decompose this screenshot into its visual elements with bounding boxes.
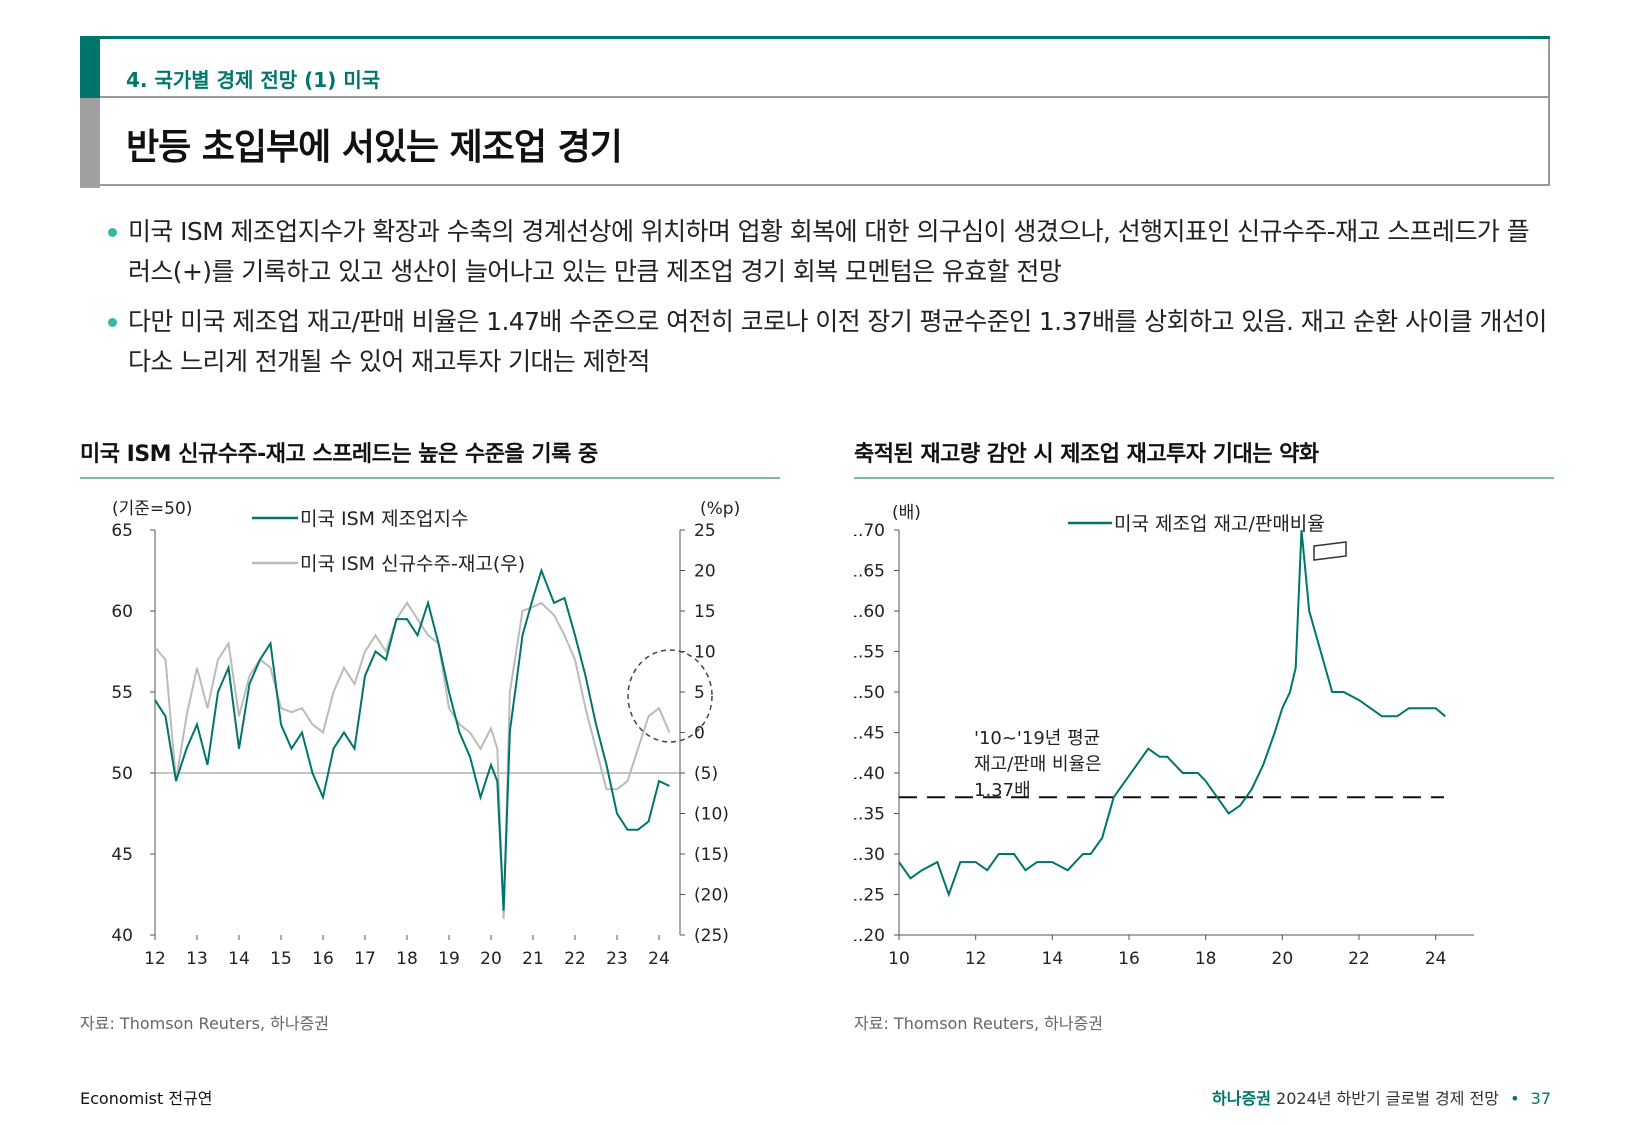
bullet-dot-icon [108,318,117,327]
right-y-tick-label: (15) [694,845,729,865]
left-y-tick-label: 50 [111,764,133,784]
ratio-y-tick-label: 1.55 [854,643,885,663]
highlight-circle [627,649,713,743]
left-axis-unit: (기준=50) [112,499,192,519]
right-y-tick-label: 10 [694,643,716,663]
x-tick-label: 12 [144,949,166,969]
ism-chart-legend: 미국 ISM 제조업지수 미국 ISM 신규수주-재고(우) [252,508,525,575]
footer-separator: • [1510,1089,1520,1108]
average-annotation: '10~'19년 평균 재고/판매 비율은 1.37배 [974,728,1102,801]
left-y-tick-label: 65 [111,521,133,541]
ratio-y-tick-label: 1.30 [854,845,885,865]
left-y-tick-label: 40 [111,926,133,946]
header-divider [100,96,1548,98]
right-axis-unit: (%p) [700,499,740,519]
spread-series-line [154,601,671,919]
x-tick-label: 14 [228,949,250,969]
inventory-chart-legend: 미국 제조업 재고/판매비율 [1068,513,1325,535]
right-chart-source: 자료: Thomson Reuters, 하나증권 [854,1014,1104,1033]
section-header: 4. 국가별 경제 전망 (1) 미국 반등 초입부에 서있는 제조업 경기 [80,36,1550,188]
x-tick-label: 24 [648,949,670,969]
ratio-y-tick-label: 1.60 [854,602,885,622]
ratio-x-tick-label: 22 [1348,949,1370,969]
right-chart-title: 축적된 재고량 감안 시 제조업 재고투자 기대는 약화 [854,442,1319,467]
ratio-series-line [898,529,1446,898]
ratio-x-tick-label: 18 [1195,949,1217,969]
ratio-y-tick-label: 1.70 [854,521,885,541]
left-chart-source: 자료: Thomson Reuters, 하나증권 [80,1014,330,1033]
right-y-tick-label: (25) [694,926,729,946]
x-tick-label: 15 [270,949,292,969]
left-y-tick-label: 60 [111,602,133,622]
ratio-y-tick-label: 1.45 [854,724,885,744]
right-y-tick-label: 15 [694,602,716,622]
left-chart-title-rule [80,477,780,479]
ratio-x-tick-label: 12 [965,949,987,969]
bullet-item: 미국 ISM 제조업지수가 확장과 수축의 경계선상에 위치하며 업황 회복에 … [108,212,1548,292]
right-chart-unit: (배) [892,503,921,523]
left-y-tick-label: 45 [111,845,133,865]
header-accent-bar [80,36,100,98]
ratio-y-tick-label: 1.35 [854,805,885,825]
inventory-sales-chart: 1.70 1.65 1.60 1.55 1.50 1.45 1.40 1.35 1.30 1.25… [854,503,1474,969]
header-top-rule [80,36,1550,39]
x-tick-label: 22 [564,949,586,969]
inventory-chart-series [898,529,1446,898]
legend-label-ism: 미국 ISM 제조업지수 [300,508,469,530]
x-tick-label: 18 [396,949,418,969]
x-tick-label: 13 [186,949,208,969]
ism-chart-axes: 6560555045402520151050(5)(10)(15)(20)(25… [111,521,729,969]
ratio-y-tick-label: 1.25 [854,886,885,906]
footer-brand: 하나증권 [1212,1089,1271,1108]
ism-chart-series [154,567,671,919]
right-y-tick-label: 5 [694,683,705,703]
x-tick-label: 16 [312,949,334,969]
page-title: 반등 초입부에 서있는 제조업 경기 [126,127,623,168]
annotation-line-1: '10~'19년 평균 [974,728,1100,749]
right-y-tick-label: (20) [694,886,729,906]
bullet-text: 미국 ISM 제조업지수가 확장과 수축의 경계선상에 위치하며 업황 회복에 … [128,217,1530,286]
ratio-x-tick-label: 14 [1042,949,1064,969]
page-number: 37 [1530,1089,1551,1108]
left-y-tick-label: 55 [111,683,133,703]
inventory-chart-axes: 1.70 1.65 1.60 1.55 1.50 1.45 1.40 1.35 1.30 1.25… [854,521,1474,969]
x-tick-label: 20 [480,949,502,969]
legend-label-ratio: 미국 제조업 재고/판매비율 [1114,513,1325,535]
footer-title: 2024년 하반기 글로벌 경제 전망 [1276,1089,1500,1108]
section-label: 4. 국가별 경제 전망 (1) 미국 [126,68,381,92]
right-chart-title-rule [854,477,1554,479]
ratio-y-tick-label: 1.65 [854,562,885,582]
ratio-x-tick-label: 10 [888,949,910,969]
right-y-tick-label: (5) [694,764,718,784]
axis-break-icon [1313,541,1347,561]
x-tick-label: 19 [438,949,460,969]
ratio-x-tick-label: 24 [1425,949,1447,969]
ratio-y-tick-label: 1.50 [854,683,885,703]
left-chart-title: 미국 ISM 신규수주-재고 스프레드는 높은 수준을 기록 중 [80,442,598,467]
ratio-x-tick-label: 20 [1272,949,1294,969]
right-y-tick-label: 20 [694,562,716,582]
legend-label-spread: 미국 ISM 신규수주-재고(우) [300,553,525,575]
ratio-x-tick-label: 16 [1118,949,1140,969]
ism-series-line [154,567,670,911]
footer-author: Economist 전규연 [80,1089,213,1108]
ratio-y-tick-label: 1.20 [854,926,885,946]
annotation-line-2: 재고/판매 비율은 [974,754,1102,775]
bullet-item: 다만 미국 제조업 재고/판매 비율은 1.47배 수준으로 여전히 코로나 이… [108,302,1548,382]
ratio-y-tick-label: 1.40 [854,764,885,784]
header-grey-bar [80,98,100,188]
bullet-text: 다만 미국 제조업 재고/판매 비율은 1.47배 수준으로 여전히 코로나 이… [128,307,1547,376]
x-tick-label: 21 [522,949,544,969]
bullet-dot-icon [108,228,117,237]
ism-chart: 6560555045402520151050(5)(10)(15)(20)(25… [111,499,740,969]
summary-bullets: 미국 ISM 제조업지수가 확장과 수축의 경계선상에 위치하며 업황 회복에 … [108,212,1548,392]
footer-publication: 하나증권 2024년 하반기 글로벌 경제 전망 • 37 [1212,1085,1551,1109]
annotation-line-3: 1.37배 [974,780,1031,801]
right-y-tick-label: (10) [694,805,729,825]
right-y-tick-label: 25 [694,521,716,541]
x-tick-label: 17 [354,949,376,969]
right-y-tick-label: 0 [694,724,705,744]
x-tick-label: 23 [606,949,628,969]
